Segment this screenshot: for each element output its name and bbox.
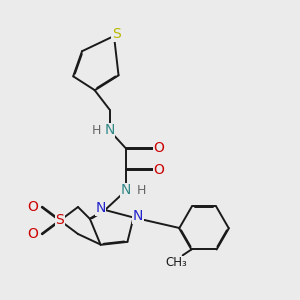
Text: H: H [92, 124, 102, 137]
Text: O: O [154, 163, 164, 176]
Text: N: N [121, 184, 131, 197]
Text: H: H [136, 184, 146, 197]
Text: S: S [112, 27, 121, 41]
Text: O: O [28, 227, 38, 241]
Text: N: N [95, 202, 106, 215]
Text: N: N [133, 209, 143, 223]
Text: CH₃: CH₃ [166, 256, 188, 269]
Text: O: O [154, 142, 164, 155]
Text: O: O [28, 200, 38, 214]
Text: S: S [56, 214, 64, 227]
Text: N: N [104, 124, 115, 137]
